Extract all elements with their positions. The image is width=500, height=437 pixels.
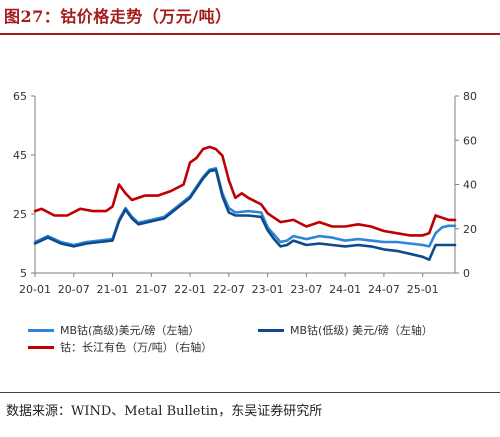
legend-swatch-mb-high <box>28 328 54 332</box>
x-tick-label: 20-07 <box>58 283 90 296</box>
legend-item-mb-low: MB钴(低级) 美元/磅（左轴） <box>258 323 433 339</box>
left-tick-label: 25 <box>13 208 27 221</box>
legend-swatch-mb-low <box>258 328 284 332</box>
legend-label-co-changjiang: 钴：长江有色（万/吨）（右轴） <box>60 341 213 354</box>
series-layer <box>33 145 457 261</box>
series-line-mb-high <box>33 167 457 248</box>
legend-item-mb-high: MB钴(高级)美元/磅（左轴） <box>28 323 199 339</box>
left-tick-label: 65 <box>13 90 27 103</box>
legend-item-co-changjiang: 钴：长江有色（万/吨）（右轴） <box>28 340 212 356</box>
right-tick-label: 40 <box>463 179 477 192</box>
left-tick-label: 45 <box>13 149 27 162</box>
legend-label-mb-high: MB钴(高级)美元/磅（左轴） <box>60 324 200 337</box>
x-tick-label: 22-07 <box>213 283 245 296</box>
title-divider <box>0 33 500 35</box>
right-tick-label: 60 <box>463 134 477 147</box>
chart-legend: MB钴(高级)美元/磅（左轴） MB钴(低级) 美元/磅（左轴） 钴：长江有色（… <box>28 323 498 359</box>
source-divider <box>0 392 500 393</box>
x-tick-label: 20-01 <box>19 283 51 296</box>
x-tick-label: 21-07 <box>135 283 167 296</box>
right-tick-label: 20 <box>463 223 477 236</box>
cobalt-price-chart: 5 25 45 65 0 20 40 60 80 20-01 20-07 21-01 21-07 22-0… <box>13 90 477 296</box>
left-tick-label: 5 <box>20 267 27 280</box>
legend-label-mb-low: MB钴(低级) 美元/磅（左轴） <box>290 324 433 337</box>
series-line-co-changjiang <box>33 145 457 237</box>
legend-swatch-co-changjiang <box>28 345 54 349</box>
x-tick-label: 25-01 <box>407 283 439 296</box>
right-tick-label: 80 <box>463 90 477 103</box>
series-line-mb-low <box>33 168 457 261</box>
x-tick-label: 23-07 <box>290 283 322 296</box>
x-tick-label: 23-01 <box>252 283 284 296</box>
tick-labels-layer: 5 25 45 65 0 20 40 60 80 20-01 20-07 21-01 21-07 22-0… <box>13 90 477 296</box>
source-note: 数据来源：WIND、Metal Bulletin，东吴证券研究所 <box>6 404 323 419</box>
x-tick-label: 24-01 <box>329 283 361 296</box>
x-tick-label: 24-07 <box>368 283 400 296</box>
x-tick-label: 22-01 <box>174 283 206 296</box>
right-tick-label: 0 <box>463 267 470 280</box>
chart-title: 图27：钴价格走势（万元/吨） <box>4 7 232 26</box>
x-tick-label: 21-01 <box>97 283 129 296</box>
